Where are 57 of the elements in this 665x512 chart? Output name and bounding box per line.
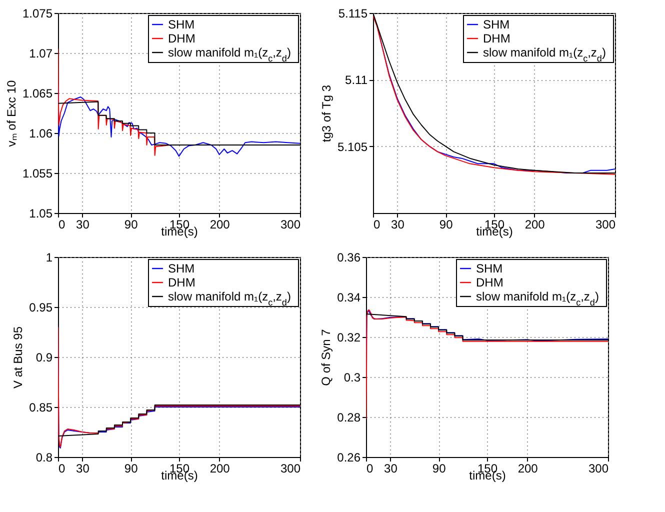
x-tick-label: 90	[124, 218, 138, 232]
legend-label: SHM	[476, 262, 503, 276]
x-tick-label: 90	[124, 462, 138, 476]
x-tick-label: 300	[595, 218, 616, 232]
y-tick-label: 0.85	[29, 400, 53, 414]
legend-label: DHM	[168, 32, 196, 46]
x-tick-label: 0	[58, 462, 66, 476]
y-tick-label: 0.9	[36, 350, 53, 364]
x-tick-label: 200	[524, 218, 546, 232]
y-tick-label: 0.32	[337, 330, 361, 344]
y-axis-title: vₘ of Exc 10	[4, 80, 18, 147]
legend-label: slow manifold m₁(z$_{c}$,z$_{d}$)	[483, 46, 606, 64]
legend-label: DHM	[476, 276, 504, 290]
x-tick-label: 90	[432, 462, 446, 476]
y-axis-title: V at Bus 95	[11, 326, 26, 389]
y-tick-label: 0.95	[29, 300, 53, 314]
legend-label: slow manifold m₁(z$_{c}$,z$_{d}$)	[476, 290, 599, 308]
x-tick-label: 0	[366, 462, 374, 476]
y-tick-label: 1.065	[22, 86, 53, 100]
y-tick-label: 1.07	[29, 46, 53, 60]
x-tick-label: 200	[518, 462, 538, 476]
y-tick-label: 5.105	[337, 140, 368, 154]
x-tick-label: 300	[280, 218, 301, 232]
line-series	[366, 310, 608, 420]
y-tick-label: 1.05	[29, 206, 53, 220]
y-tick-label: 5.115	[338, 6, 368, 20]
legend-label: slow manifold m₁(z$_{c}$,z$_{d}$)	[168, 46, 291, 64]
y-tick-label: 0.28	[337, 410, 361, 424]
y-axis-title: Q of Syn 7	[319, 328, 334, 386]
legend-label: SHM	[168, 18, 195, 32]
x-tick-label: 30	[384, 462, 398, 476]
y-tick-label: 5.11	[345, 73, 368, 88]
x-tick-label: 300	[280, 462, 301, 476]
y-tick-label: 0.8	[36, 450, 53, 464]
x-tick-label: 200	[210, 218, 230, 232]
x-tick-label: 30	[391, 218, 405, 232]
x-tick-label: 200	[210, 462, 230, 476]
x-tick-label: 300	[588, 462, 609, 476]
legend-label: SHM	[483, 18, 510, 32]
legend-label: slow manifold m₁(z$_{c}$,z$_{d}$)	[168, 290, 291, 308]
legend-label: DHM	[168, 276, 196, 290]
x-tick-label: 0	[58, 218, 66, 232]
y-tick-label: 1.055	[22, 166, 53, 180]
y-tick-label: 1	[46, 250, 53, 264]
x-tick-label: 90	[439, 218, 454, 232]
x-tick-label: 30	[76, 462, 90, 476]
y-tick-label: 0.36	[337, 250, 361, 264]
y-tick-label: 0.3	[344, 370, 361, 384]
y-tick-label: 1.075	[22, 6, 53, 20]
legend-label: SHM	[168, 262, 195, 276]
legend-label: DHM	[483, 32, 510, 46]
y-tick-label: 0.26	[337, 450, 361, 464]
x-tick-label: 0	[374, 218, 380, 232]
y-tick-label: 1.06	[29, 126, 53, 140]
x-tick-label: 30	[76, 218, 90, 232]
y-tick-label: 0.34	[337, 290, 361, 304]
y-axis-title: tg3 of Tg 3	[319, 84, 334, 142]
